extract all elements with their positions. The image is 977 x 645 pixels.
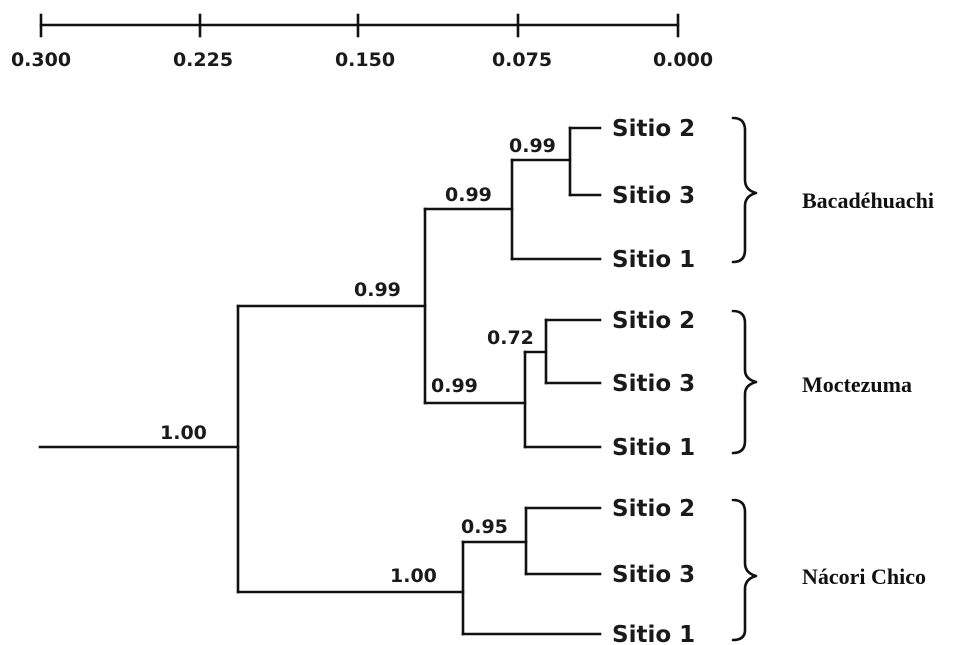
brace-nacori-chico [731, 498, 758, 642]
support-value: 0.99 [445, 184, 492, 206]
scale-bar: 0.300 0.225 0.150 0.075 0.000 [11, 13, 713, 71]
brace-moctezuma [731, 309, 758, 455]
leaf-label: Sitio 2 [612, 308, 695, 334]
group-labels: Bacadéhuachi Moctezuma Nácori Chico [802, 188, 934, 589]
leaf-label: Sitio 3 [612, 562, 695, 588]
group-label: Moctezuma [802, 372, 912, 397]
scale-tick-label: 0.300 [11, 49, 71, 71]
group-label: Bacadéhuachi [802, 188, 934, 213]
support-value: 0.95 [461, 516, 508, 538]
scale-tick-label: 0.000 [653, 49, 713, 71]
support-value: 0.99 [431, 375, 478, 397]
scale-tick-label: 0.225 [173, 49, 233, 71]
tree-branches [38, 126, 602, 636]
leaf-label: Sitio 3 [612, 183, 695, 209]
leaf-label: Sitio 3 [612, 371, 695, 397]
brace-bacadehuachi [731, 116, 758, 264]
leaf-label: Sitio 2 [612, 496, 695, 522]
leaf-label: Sitio 1 [612, 435, 695, 461]
support-value: 0.99 [354, 279, 401, 301]
scale-tick-label: 0.075 [492, 49, 552, 71]
leaf-label: Sitio 1 [612, 622, 695, 645]
leaf-label: Sitio 2 [612, 116, 695, 142]
support-value: 1.00 [390, 565, 437, 587]
support-value: 1.00 [160, 422, 207, 444]
support-value: 0.99 [509, 135, 556, 157]
leaf-label: Sitio 1 [612, 247, 695, 273]
support-values: 1.00 0.99 0.99 0.99 0.72 0.99 0.95 1.00 [160, 135, 556, 587]
group-braces [731, 116, 758, 642]
support-value: 0.72 [487, 327, 534, 349]
group-label: Nácori Chico [802, 564, 926, 589]
scale-tick-label: 0.150 [335, 49, 395, 71]
leaf-labels: Sitio 2 Sitio 3 Sitio 1 Sitio 2 Sitio 3 … [612, 116, 695, 645]
